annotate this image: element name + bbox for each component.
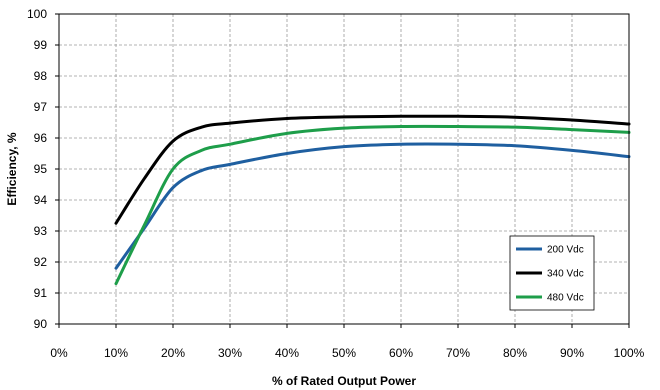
y-tick-label: 97 <box>34 100 48 114</box>
y-tick-label: 93 <box>34 224 48 238</box>
y-tick-label: 90 <box>34 317 48 331</box>
x-tick-label: 20% <box>161 346 185 360</box>
x-tick-label: 80% <box>503 346 527 360</box>
y-tick-label: 98 <box>34 69 48 83</box>
y-tick-label: 96 <box>34 131 48 145</box>
y-tick-label: 92 <box>34 255 48 269</box>
y-axis-ticks: 90 91 92 93 94 95 96 97 98 99 100 <box>27 7 59 331</box>
series-lines <box>114 114 631 286</box>
x-tick-label: 60% <box>389 346 413 360</box>
y-tick-label: 99 <box>34 38 48 52</box>
legend-items: 200 Vdc 340 Vdc 480 Vdc <box>516 245 584 304</box>
x-tick-label: 50% <box>332 346 356 360</box>
legend-label-340-vdc: 340 Vdc <box>547 269 584 280</box>
x-axis-title: % of Rated Output Power <box>272 374 416 388</box>
legend-label-480-vdc: 480 Vdc <box>547 293 584 304</box>
y-tick-label: 95 <box>34 162 48 176</box>
x-tick-label: 0% <box>50 346 68 360</box>
y-tick-label: 94 <box>34 193 48 207</box>
legend-label-200-vdc: 200 Vdc <box>547 245 584 256</box>
x-axis-ticks: 0% 10% 20% 30% 40% 50% 60% 70% 80% 90% 100% <box>50 324 645 360</box>
y-tick-label: 100 <box>27 7 47 21</box>
series-line-340-vdc <box>114 114 631 225</box>
series-line-480-vdc <box>114 124 631 286</box>
grid <box>59 14 629 324</box>
x-tick-label: 70% <box>446 346 470 360</box>
legend: 200 Vdc 340 Vdc 480 Vdc <box>509 235 595 311</box>
x-tick-label: 90% <box>560 346 584 360</box>
x-tick-label: 10% <box>104 346 128 360</box>
y-tick-label: 91 <box>34 286 48 300</box>
x-tick-label: 100% <box>614 346 645 360</box>
y-axis-title: Efficiency, % <box>5 132 19 205</box>
series-line-200-vdc <box>114 142 631 270</box>
x-tick-label: 40% <box>275 346 299 360</box>
x-tick-label: 30% <box>218 346 242 360</box>
